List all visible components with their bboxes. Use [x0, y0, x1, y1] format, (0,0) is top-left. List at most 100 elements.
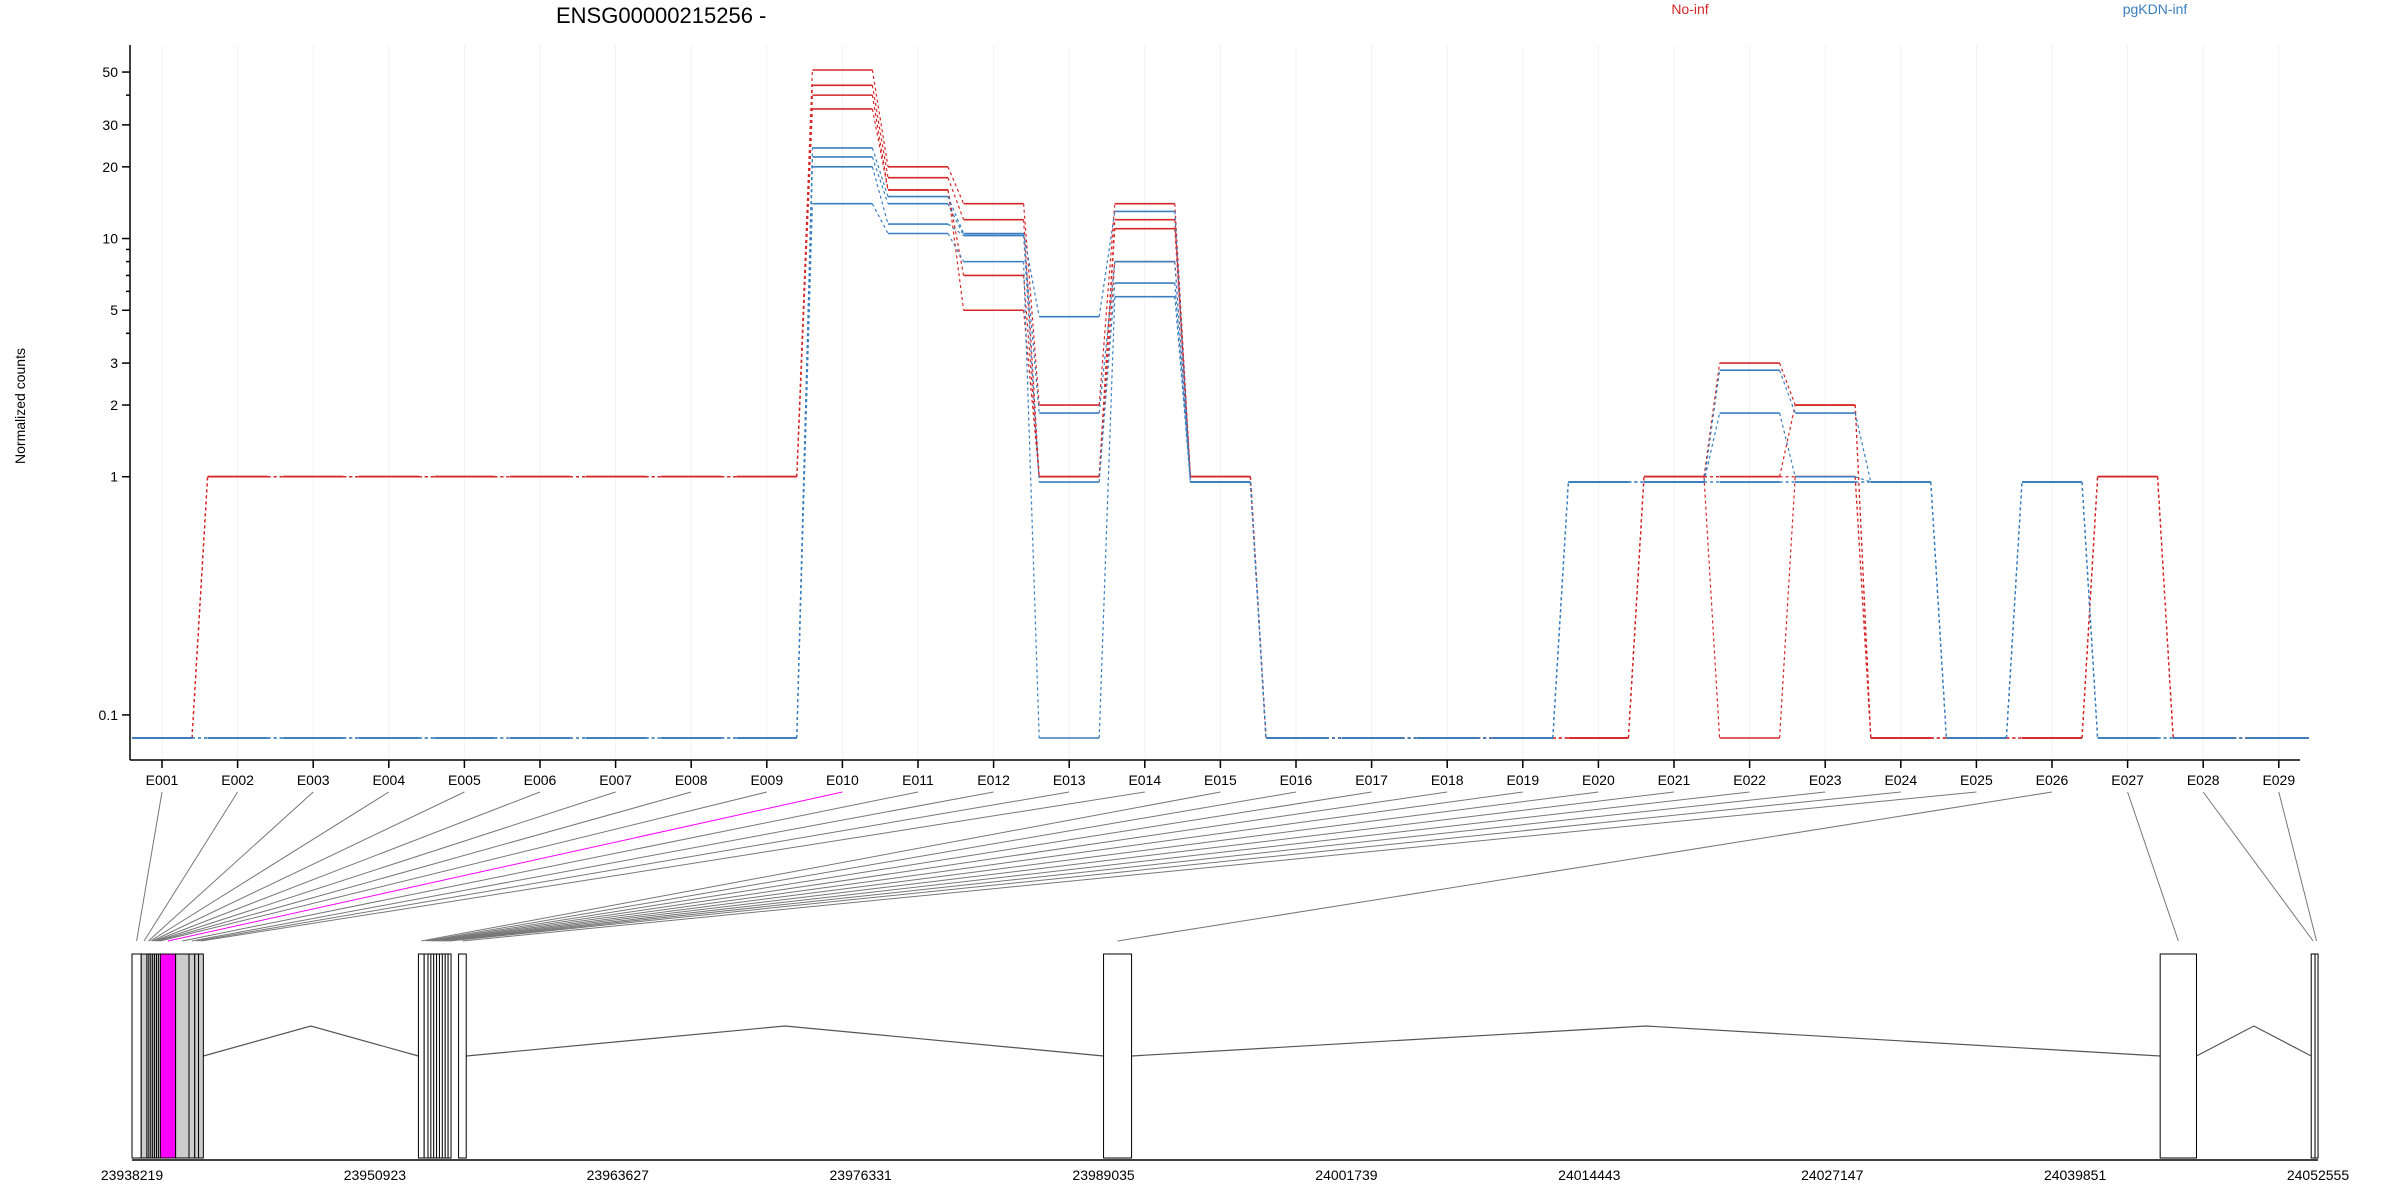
data-connector	[1703, 370, 1721, 483]
exon-e025	[458, 953, 467, 1159]
exon-mapping-line-e013	[196, 791, 1070, 942]
intron-line	[466, 1025, 1104, 1057]
x-tick-label-e028: E028	[2187, 772, 2220, 788]
coordinate-label: 23989035	[1072, 1167, 1135, 1183]
x-tick-label-e005: E005	[448, 772, 481, 788]
y-axis-label: Normalized counts	[12, 348, 28, 464]
data-connector	[1552, 481, 1569, 739]
data-connector	[1930, 481, 1947, 739]
exon-mapping-line-e005	[152, 791, 465, 942]
data-connector	[871, 166, 889, 225]
exon-mapping-line-e020	[438, 791, 1599, 942]
coordinate-label: 24014443	[1558, 1167, 1621, 1183]
chart-title: ENSG00000215256 -	[556, 3, 766, 28]
coordinate-label: 23938219	[101, 1167, 164, 1183]
exon-mapping-line-e022	[443, 791, 1750, 942]
data-connector	[1098, 261, 1116, 477]
exon-mapping-line-e018	[432, 791, 1448, 942]
legend: No-inf pgKDN-inf	[1671, 1, 2187, 17]
data-connector	[1703, 362, 1721, 477]
y-tick-label: 1	[110, 469, 118, 485]
data-connector	[1023, 261, 1040, 739]
data-connector	[947, 233, 965, 262]
data-connector	[871, 156, 889, 204]
x-tick-label-e016: E016	[1280, 772, 1313, 788]
exon-mapping-line-e001	[136, 791, 163, 942]
coordinate-label: 23950923	[344, 1167, 407, 1183]
intron-line	[2196, 1025, 2312, 1057]
exon-mapping-lines	[136, 791, 2318, 942]
x-tick-label-e003: E003	[297, 772, 330, 788]
gene-model: 23938219 23950923 23963627 23976331 23989035…	[101, 953, 2350, 1183]
exon-e002	[140, 953, 148, 1159]
data-connector	[1174, 296, 1191, 483]
data-connector	[1779, 412, 1796, 477]
data-connector	[947, 177, 965, 220]
x-tick-label-e014: E014	[1128, 772, 1161, 788]
data-connector	[1854, 404, 1872, 739]
x-axis: E001 E002 E003 E004 E005 E006 E007 E008 E009 E010…	[130, 759, 2300, 788]
x-tick-label-e012: E012	[977, 772, 1010, 788]
x-tick-label-e001: E001	[146, 772, 179, 788]
exon-mapping-line-e021	[440, 791, 1675, 942]
exon-mapping-line-e004	[150, 791, 390, 942]
exon-e027	[2159, 953, 2197, 1159]
exon-mapping-line-e007	[155, 791, 616, 942]
exon-mapping-line-e016	[425, 791, 1297, 942]
x-tick-label-e027: E027	[2111, 772, 2144, 788]
y-tick-label: 5	[110, 302, 118, 318]
data-connector	[1098, 296, 1116, 739]
x-tick-label-e020: E020	[1582, 772, 1615, 788]
x-tick-label-e008: E008	[675, 772, 708, 788]
exon-mapping-line-e003	[148, 791, 314, 942]
data-connector	[2081, 481, 2099, 739]
data-connector	[947, 189, 965, 311]
vertical-gridlines	[161, 45, 2280, 758]
x-tick-label-e024: E024	[1884, 772, 1917, 788]
data-connector	[1779, 362, 1796, 406]
x-tick-label-e017: E017	[1355, 772, 1388, 788]
coordinate-label: 24052555	[2287, 1167, 2350, 1183]
x-tick-label-e021: E021	[1658, 772, 1691, 788]
exon-mapping-line-e024	[449, 791, 1901, 942]
data-connector	[1779, 404, 1796, 477]
exon-e011	[175, 953, 190, 1159]
data-connector	[871, 108, 889, 191]
exon-mapping-line-e009	[159, 791, 767, 942]
data-connector	[871, 85, 889, 178]
coordinate-label: 24039851	[2044, 1167, 2107, 1183]
x-tick-label-e006: E006	[524, 772, 557, 788]
exon-mapping-line-e010	[167, 791, 843, 942]
data-series	[132, 69, 2309, 739]
x-tick-label-e029: E029	[2262, 772, 2295, 788]
x-tick-label-e015: E015	[1204, 772, 1237, 788]
x-tick-label-e013: E013	[1053, 772, 1086, 788]
data-connector	[1174, 219, 1191, 477]
y-axis: 0.1 1 2 3 5 10 20 30 50	[99, 45, 131, 760]
legend-entry-no-inf: No-inf	[1671, 1, 1708, 17]
exon-mapping-line-e029	[2278, 791, 2318, 942]
data-connector	[947, 166, 965, 204]
y-tick-label: 30	[102, 117, 118, 133]
data-connector	[1855, 476, 1871, 483]
exon-mapping-line-e026	[1117, 791, 2053, 942]
exon-e024	[447, 953, 452, 1159]
exon-mapping-line-e008	[157, 791, 692, 942]
exon-mapping-line-e011	[182, 791, 919, 942]
coordinate-label: 24001739	[1315, 1167, 1378, 1183]
exon-mapping-line-e027	[2127, 791, 2179, 942]
data-connector	[2081, 476, 2099, 739]
x-tick-label-e022: E022	[1733, 772, 1766, 788]
exon-e026	[1103, 953, 1133, 1159]
data-connector	[2157, 476, 2174, 739]
coordinate-label: 24027147	[1801, 1167, 1864, 1183]
y-tick-label: 50	[102, 64, 118, 80]
y-tick-label: 10	[102, 231, 118, 247]
data-connector	[1098, 203, 1116, 406]
x-tick-label-e018: E018	[1431, 772, 1464, 788]
exon-mapping-line-e015	[421, 791, 1221, 942]
exon-e029	[2314, 953, 2319, 1159]
data-connector	[1023, 233, 1040, 317]
exon-mapping-line-e012	[191, 791, 994, 942]
data-connector	[796, 108, 813, 477]
